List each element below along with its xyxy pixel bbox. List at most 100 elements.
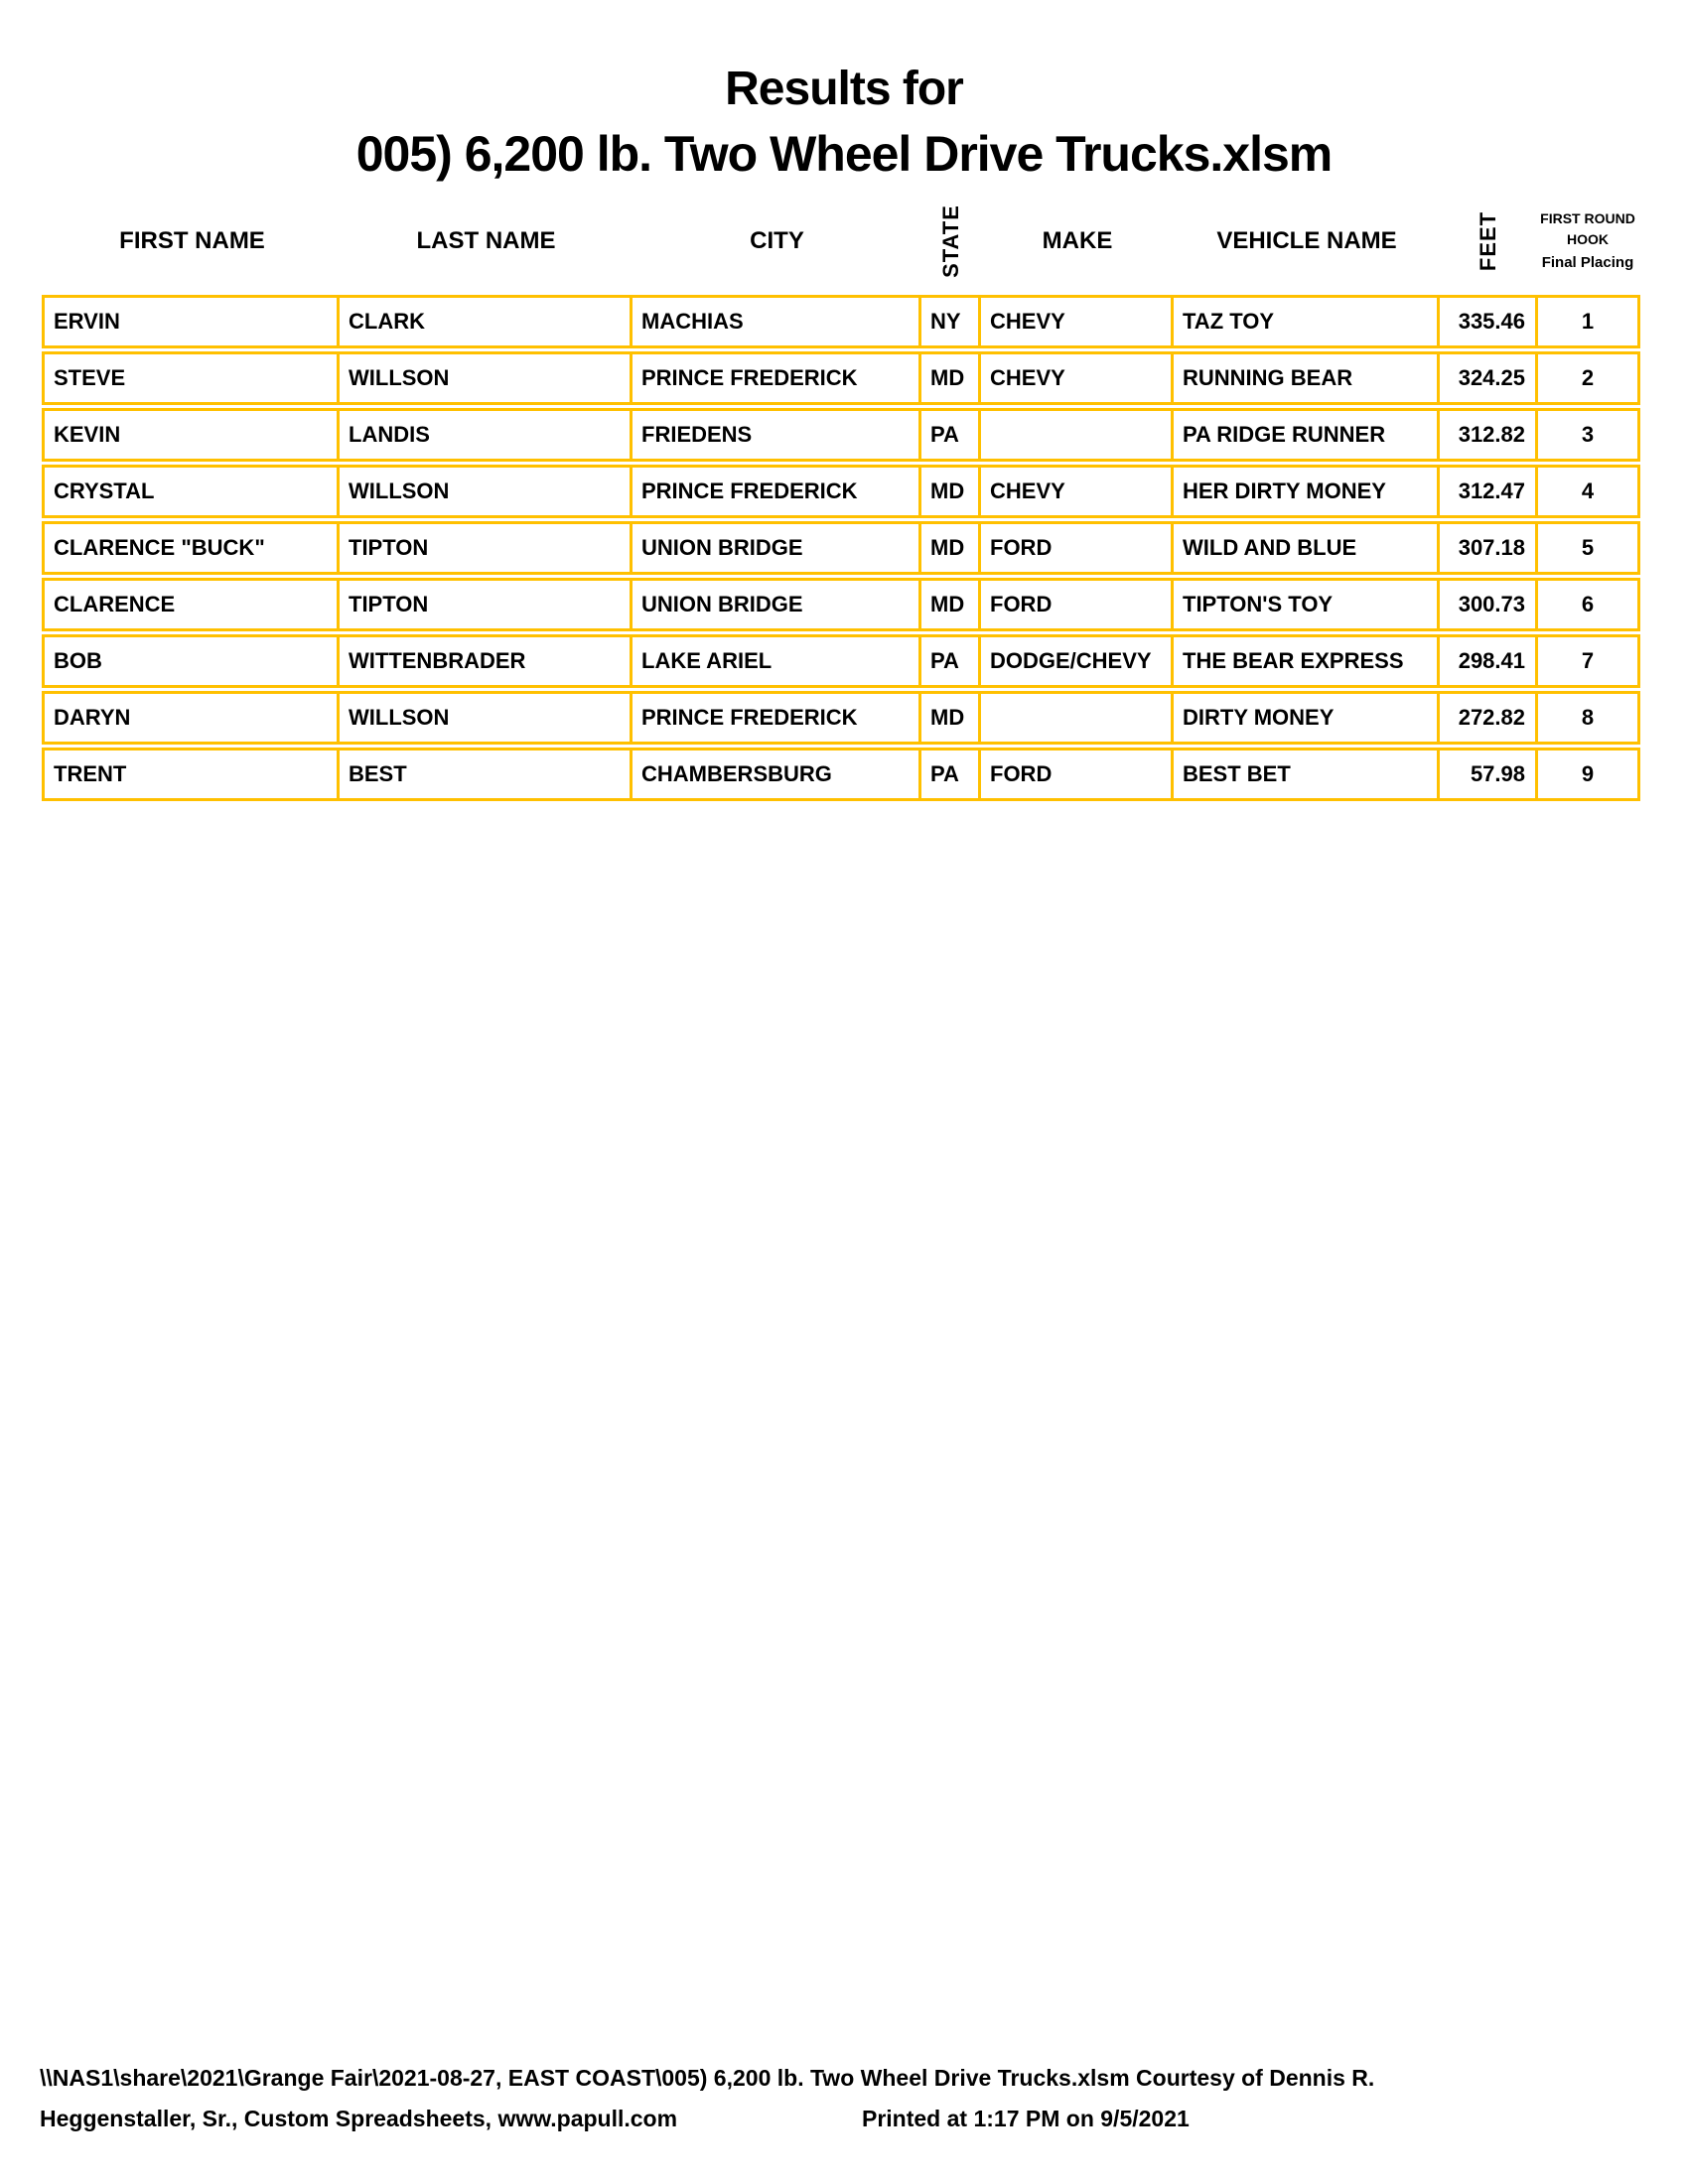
header-state-label-rotated: STATE xyxy=(938,205,964,278)
cell-make: FORD xyxy=(981,751,1174,798)
cell-feet: 312.82 xyxy=(1440,411,1538,459)
cell-placing: 3 xyxy=(1581,422,1595,447)
table-row: CRYSTAL WILLSON PRINCE FREDERICK MD CHEVY HER… xyxy=(42,465,1640,518)
page-title-line2: 005) 6,200 lb. Two Wheel Drive Trucks.xl… xyxy=(355,126,1334,182)
cell-state: MD xyxy=(921,354,981,402)
table-row: KEVIN LANDIS FRIEDENS PA PA RIDGE RUNNER 312.… xyxy=(42,408,1640,462)
header-make-label: MAKE xyxy=(1042,227,1113,254)
cell-last-name: BEST xyxy=(340,751,633,798)
table-row: ERVIN CLARK MACHIAS NY CHEVY TAZ TOY 335.46 1 xyxy=(42,295,1640,348)
table-row: DARYN WILLSON PRINCE FREDERICK MD DIRTY MONE… xyxy=(42,691,1640,745)
cell-feet: 300.73 xyxy=(1440,581,1538,628)
cell-make: CHEVY xyxy=(981,468,1174,515)
header-last-name: LAST NAME xyxy=(340,189,633,294)
cell-feet: 272.82 xyxy=(1440,694,1538,742)
footer-path-text: \\NAS1\share\2021\Grange Fair\2021-08-27… xyxy=(40,2065,1375,2091)
results-table: ERVIN CLARK MACHIAS NY CHEVY TAZ TOY 335.46 1 ST… xyxy=(42,295,1640,804)
header-feet-label-rotated: FEET xyxy=(1476,210,1501,272)
cell-last-name: WILLSON xyxy=(340,354,633,402)
cell-placing: 4 xyxy=(1581,478,1595,503)
cell-vehicle-name: TIPTON'S TOY xyxy=(1174,581,1440,628)
cell-make xyxy=(981,694,1174,742)
cell-feet: 324.25 xyxy=(1440,354,1538,402)
cell-placing: 5 xyxy=(1581,535,1595,560)
cell-placing: 7 xyxy=(1581,648,1595,673)
footer-line2: Heggenstaller, Sr., Custom Spreadsheets,… xyxy=(40,2106,1648,2132)
table-row: CLARENCE "BUCK" TIPTON UNION BRIDGE MD FORD W… xyxy=(42,521,1640,575)
cell-placing: 2 xyxy=(1581,365,1595,390)
cell-vehicle-name: TAZ TOY xyxy=(1174,298,1440,345)
header-placing-line3: Final Placing xyxy=(1541,254,1634,272)
cell-vehicle-name: THE BEAR EXPRESS xyxy=(1174,637,1440,685)
cell-city: FRIEDENS xyxy=(633,411,921,459)
cell-last-name: CLARK xyxy=(340,298,633,345)
cell-state: MD xyxy=(921,524,981,572)
header-first-name: FIRST NAME xyxy=(45,189,340,294)
table-row: CLARENCE TIPTON UNION BRIDGE MD FORD TIPTON'S… xyxy=(42,578,1640,631)
cell-city: PRINCE FREDERICK xyxy=(633,354,921,402)
header-vehicle-name-label: VEHICLE NAME xyxy=(1216,227,1397,254)
header-feet: FEET xyxy=(1440,189,1538,294)
table-row: BOB WITTENBRADER LAKE ARIEL PA DODGE/CHEVY TH… xyxy=(42,634,1640,688)
cell-city: UNION BRIDGE xyxy=(633,524,921,572)
footer-courtesy-text: Heggenstaller, Sr., Custom Spreadsheets,… xyxy=(40,2106,678,2131)
header-last-name-label: LAST NAME xyxy=(416,227,556,254)
cell-make: CHEVY xyxy=(981,354,1174,402)
cell-last-name: WILLSON xyxy=(340,694,633,742)
cell-state: PA xyxy=(921,751,981,798)
cell-last-name: TIPTON xyxy=(340,581,633,628)
cell-feet: 298.41 xyxy=(1440,637,1538,685)
header-vehicle-name: VEHICLE NAME xyxy=(1174,189,1440,294)
cell-city: MACHIAS xyxy=(633,298,921,345)
header-city-label: CITY xyxy=(750,227,804,254)
cell-state: PA xyxy=(921,637,981,685)
cell-first-name: CLARENCE xyxy=(45,581,340,628)
cell-last-name: TIPTON xyxy=(340,524,633,572)
cell-city: CHAMBERSBURG xyxy=(633,751,921,798)
cell-first-name: TRENT xyxy=(45,751,340,798)
cell-vehicle-name: WILD AND BLUE xyxy=(1174,524,1440,572)
cell-feet: 307.18 xyxy=(1440,524,1538,572)
cell-placing: 1 xyxy=(1581,309,1595,334)
table-row: TRENT BEST CHAMBERSBURG PA FORD BEST BET 57.98… xyxy=(42,748,1640,801)
cell-state: MD xyxy=(921,581,981,628)
cell-first-name: DARYN xyxy=(45,694,340,742)
cell-vehicle-name: RUNNING BEAR xyxy=(1174,354,1440,402)
cell-make: DODGE/CHEVY xyxy=(981,637,1174,685)
cell-first-name: CLARENCE "BUCK" xyxy=(45,524,340,572)
cell-last-name: WITTENBRADER xyxy=(340,637,633,685)
cell-state: MD xyxy=(921,694,981,742)
cell-vehicle-name: DIRTY MONEY xyxy=(1174,694,1440,742)
cell-first-name: KEVIN xyxy=(45,411,340,459)
cell-placing: 6 xyxy=(1581,592,1595,616)
page-title-line1: Results for xyxy=(725,63,964,115)
cell-make xyxy=(981,411,1174,459)
cell-placing: 8 xyxy=(1581,705,1595,730)
cell-placing: 9 xyxy=(1581,761,1595,786)
cell-make: CHEVY xyxy=(981,298,1174,345)
table-row: STEVE WILLSON PRINCE FREDERICK MD CHEVY RUNNI… xyxy=(42,351,1640,405)
cell-vehicle-name: BEST BET xyxy=(1174,751,1440,798)
cell-city: UNION BRIDGE xyxy=(633,581,921,628)
cell-state: MD xyxy=(921,468,981,515)
cell-feet: 335.46 xyxy=(1440,298,1538,345)
cell-last-name: LANDIS xyxy=(340,411,633,459)
cell-make: FORD xyxy=(981,524,1174,572)
cell-city: PRINCE FREDERICK xyxy=(633,468,921,515)
table-header-row: FIRST NAME LAST NAME CITY STATE MAKE VEH… xyxy=(45,189,1637,294)
cell-last-name: WILLSON xyxy=(340,468,633,515)
cell-first-name: BOB xyxy=(45,637,340,685)
cell-vehicle-name: PA RIDGE RUNNER xyxy=(1174,411,1440,459)
header-state: STATE xyxy=(921,189,981,294)
header-make: MAKE xyxy=(981,189,1174,294)
header-placing: FIRST ROUND HOOK Final Placing xyxy=(1538,189,1637,294)
cell-make: FORD xyxy=(981,581,1174,628)
header-placing-line1: FIRST ROUND xyxy=(1540,209,1635,226)
cell-state: NY xyxy=(921,298,981,345)
cell-city: LAKE ARIEL xyxy=(633,637,921,685)
cell-first-name: STEVE xyxy=(45,354,340,402)
cell-city: PRINCE FREDERICK xyxy=(633,694,921,742)
header-placing-line2: HOOK xyxy=(1566,231,1609,248)
header-city: CITY xyxy=(633,189,921,294)
cell-first-name: ERVIN xyxy=(45,298,340,345)
